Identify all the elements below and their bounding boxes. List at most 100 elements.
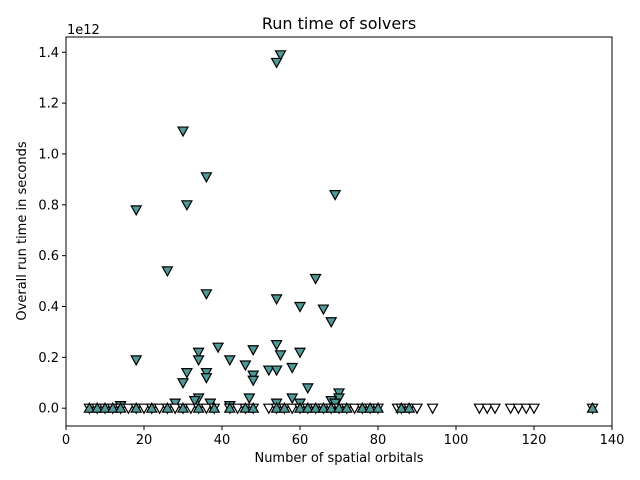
data-point-marker [309,401,322,413]
data-point-marker [231,403,244,415]
data-point-marker [278,401,291,413]
data-point-marker [301,383,314,395]
data-markers [83,50,599,415]
data-point-marker [188,395,201,407]
data-point-marker [473,403,486,415]
data-point-marker [200,289,213,301]
x-tick-label: 60 [292,433,309,448]
data-point-marker [200,373,213,384]
data-point-marker [348,403,361,415]
data-point-marker [130,355,143,367]
y-tick-label: 1.2 [38,97,59,112]
data-point-marker [356,401,369,413]
data-point-marker [106,401,119,413]
data-point-marker [212,342,225,354]
data-point-marker [293,301,307,313]
data-point-marker [301,401,314,413]
data-point-marker [192,401,205,413]
data-point-marker [364,401,377,413]
data-point-marker [426,403,439,415]
y-axis-offset-label: 1e12 [67,23,100,38]
data-point-marker [270,57,283,69]
data-point-marker [239,360,252,372]
data-point-marker [161,401,174,413]
data-point-marker [180,200,193,212]
data-point-marker [520,403,533,415]
data-point-marker [184,403,197,415]
data-point-marker [488,403,502,415]
y-tick-label: 0.0 [38,402,59,417]
data-point-marker [91,401,104,413]
data-point-marker [192,355,205,367]
x-tick-label: 80 [370,433,387,448]
y-tick-label: 1.0 [38,147,59,162]
data-point-marker [223,401,236,413]
data-point-marker [527,403,541,415]
data-point-marker [223,355,236,367]
data-point-marker [239,401,252,413]
x-tick-label: 20 [136,433,153,448]
data-point-marker [293,347,307,359]
data-point-marker [586,401,599,413]
data-point-marker [293,401,307,413]
data-point-marker [410,403,424,415]
data-point-marker [161,266,174,278]
data-point-marker [504,403,517,415]
data-point-marker [114,401,127,413]
data-point-marker [243,393,256,405]
data-point-marker [371,401,385,413]
y-axis-ticks: 0.0 0.2 0.4 0.6 0.8 1.0 1.2 1.4 [38,46,66,417]
data-point-marker [270,294,283,306]
data-point-marker [286,362,299,374]
data-point-marker [137,403,151,415]
data-point-marker [83,401,96,413]
data-point-marker [332,401,346,413]
data-point-marker [176,401,190,413]
data-point-marker [200,172,213,184]
data-point-marker [325,317,338,328]
data-point-marker [98,401,112,413]
y-axis-label: Overall run time in seconds [15,141,30,320]
x-axis-ticks: 0 20 40 60 80 100 120 140 [62,426,625,448]
data-point-marker [270,340,283,351]
x-tick-label: 0 [62,433,70,448]
data-point-marker [274,350,287,362]
data-point-marker [176,126,190,138]
x-tick-label: 100 [444,433,469,448]
data-point-marker [329,190,342,201]
data-point-marker [200,403,213,415]
data-point-marker [286,403,299,415]
x-tick-label: 120 [522,433,547,448]
x-tick-label: 40 [214,433,231,448]
data-point-marker [169,403,182,415]
data-point-marker [325,401,338,413]
data-point-marker [262,365,275,377]
data-point-marker [130,205,143,217]
data-point-marker [274,50,287,62]
data-point-marker [317,304,330,316]
data-point-marker [247,375,260,387]
data-point-marker [481,403,494,415]
plot-frame [65,36,613,427]
data-point-marker [130,401,143,413]
x-tick-label: 140 [600,433,625,448]
data-point-marker [145,401,158,413]
data-point-marker [247,401,260,413]
chart-title: Run time of solvers [262,14,416,33]
y-tick-label: 1.4 [38,46,59,61]
y-tick-label: 0.8 [38,198,59,213]
y-tick-label: 0.6 [38,249,59,264]
y-tick-label: 0.4 [38,300,59,315]
x-axis-label: Number of spatial orbitals [254,451,423,466]
data-point-marker [208,401,221,413]
data-point-marker [122,403,135,415]
data-point-marker [153,403,166,415]
data-point-marker [403,401,416,413]
data-point-marker [262,403,275,415]
data-point-marker [270,365,283,377]
data-point-marker [192,347,205,359]
y-tick-label: 0.2 [38,351,59,366]
data-point-marker [270,401,283,413]
data-point-marker [317,401,330,413]
